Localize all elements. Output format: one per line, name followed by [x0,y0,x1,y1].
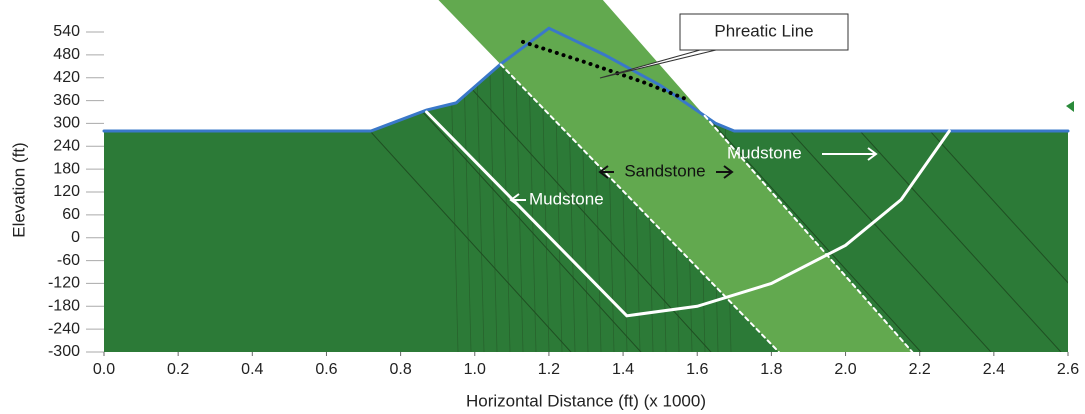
marker [1066,101,1074,112]
profile-line [102,26,1070,133]
y-tick-label: 300 [53,115,80,132]
fracture-line [514,31,524,352]
arrow [509,193,526,207]
sandstone-band [438,0,913,352]
annotation: Mudstone [727,143,802,162]
x-axis-title: Horizontal Distance (ft) (x 1000) [466,391,706,410]
x-tick-label: 0.8 [389,361,411,378]
arrow [822,147,878,161]
arrow [598,165,734,179]
dotted-line [499,63,780,353]
profile-line [425,110,951,318]
x-tick-label: 1.8 [760,361,782,378]
y-tick-label: -300 [48,343,80,360]
y-tick-label: 240 [53,138,80,155]
y-tick-label: 360 [53,92,80,109]
y-tick-label: 480 [53,46,80,63]
y-tick-label: 60 [62,206,80,223]
x-tick-label: 2.0 [834,361,856,378]
x-tick-label: 0.4 [241,361,263,378]
y-tick-label: 540 [53,23,80,40]
x-tick-label: 1.0 [464,361,486,378]
annotation: Mudstone [529,189,604,208]
y-tick-label: 120 [53,183,80,200]
x-tick-label: 0.0 [93,361,115,378]
y-tick-label: 0 [71,229,80,246]
y-tick-label: 180 [53,160,80,177]
fracture-line [488,31,498,352]
y-tick-label: -180 [48,298,80,315]
callout-box [679,13,849,51]
x-tick-label: 2.2 [909,361,931,378]
x-tick-label: 1.6 [686,361,708,378]
dotted-line [520,39,692,103]
annotation: Phreatic Line [714,21,813,40]
y-axis-title: Elevation (ft) [9,142,28,237]
x-tick-label: 1.2 [538,361,560,378]
x-tick-label: 2.6 [1057,361,1079,378]
annotation: Sandstone [624,161,705,180]
x-tick-label: 0.2 [167,361,189,378]
y-tick-label: 420 [53,69,80,86]
x-tick-label: 1.4 [612,361,634,378]
x-tick-label: 0.6 [315,361,337,378]
y-tick-label: -240 [48,320,80,337]
y-tick-label: -120 [48,275,80,292]
x-tick-label: 2.4 [983,361,1005,378]
dotted-line [703,114,914,353]
y-tick-label: -60 [57,252,80,269]
